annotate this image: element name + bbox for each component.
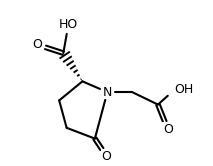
Text: N: N — [103, 86, 112, 99]
Text: OH: OH — [175, 83, 194, 96]
Text: O: O — [102, 150, 111, 163]
Text: O: O — [33, 38, 43, 51]
Text: O: O — [163, 123, 173, 136]
Text: HO: HO — [59, 18, 78, 31]
